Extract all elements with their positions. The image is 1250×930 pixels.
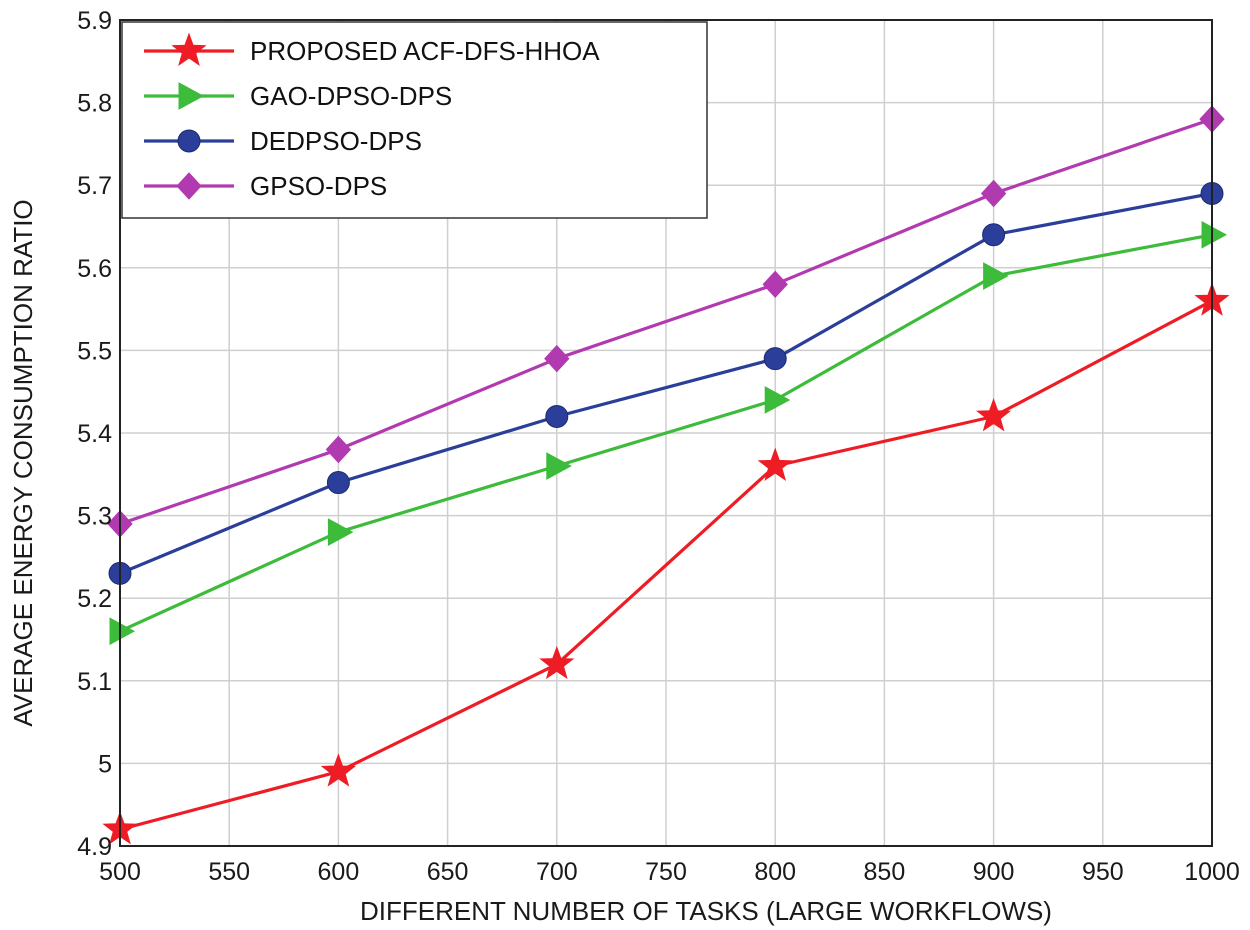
data-point	[325, 435, 352, 464]
data-point	[544, 344, 570, 373]
y-axis-label: AVERAGE ENERGY CONSUMPTION RATIO	[8, 199, 38, 726]
data-point	[327, 518, 354, 546]
legend: PROPOSED ACF-DFS-HHOA GAO-DPSO-DPS DEDPSO-…	[121, 21, 708, 219]
x-tick-label: 1000	[1184, 858, 1240, 886]
y-tick-label: 5.5	[77, 337, 112, 365]
y-tick-label: 5.9	[77, 7, 112, 35]
data-point	[545, 404, 569, 428]
y-tick-label: 5.1	[77, 668, 112, 696]
series-line	[119, 117, 1213, 526]
x-tick-label: 550	[208, 858, 250, 886]
series-line	[119, 191, 1213, 575]
x-tick-label: 900	[973, 858, 1015, 886]
data-point	[980, 179, 1007, 208]
y-tick-label: 4.9	[77, 833, 112, 861]
data-point	[982, 223, 1006, 247]
legend-marker	[177, 129, 201, 153]
y-tick-label: 5.6	[77, 255, 112, 283]
legend-item: GPSO-DPS	[144, 171, 387, 201]
x-tick-label: 700	[536, 858, 578, 886]
series-line	[119, 299, 1213, 832]
x-tick-label: 600	[318, 858, 360, 886]
x-tick-label: 500	[99, 858, 141, 886]
x-tick-label: 750	[645, 858, 687, 886]
data-point	[757, 447, 793, 481]
legend-label: PROPOSED ACF-DFS-HHOA	[250, 36, 600, 66]
data-point	[539, 645, 575, 680]
x-tick-label: 850	[864, 858, 906, 886]
y-tick-label: 5.4	[77, 420, 112, 448]
data-point	[109, 617, 136, 646]
legend-label: GPSO-DPS	[250, 171, 387, 201]
legend-marker	[176, 172, 202, 200]
data-point	[763, 347, 787, 371]
legend-label: DEDPSO-DPS	[250, 126, 422, 156]
y-tick-label: 5.8	[77, 90, 112, 118]
series-line	[119, 233, 1213, 633]
data-point	[983, 262, 1009, 290]
axis-ticks: 500 550 600 650 700 750 800 850 900 950 1000 4.9 5 5.…	[77, 7, 1240, 886]
data-point	[764, 386, 791, 414]
data-point	[976, 398, 1012, 432]
y-tick-label: 5	[98, 750, 112, 778]
data-point	[762, 270, 788, 299]
data-point	[320, 753, 356, 787]
plot-area-frame	[119, 19, 1213, 847]
data-point	[546, 452, 572, 480]
legend-label: GAO-DPSO-DPS	[250, 81, 452, 111]
y-tick-label: 5.2	[77, 585, 112, 613]
x-tick-label: 800	[754, 858, 796, 886]
x-tick-label: 950	[1082, 858, 1124, 886]
y-tick-label: 5.3	[77, 503, 112, 531]
legend-item: GAO-DPSO-DPS	[144, 81, 452, 111]
legend-marker	[178, 82, 205, 110]
y-tick-label: 5.7	[77, 172, 112, 200]
series-1	[109, 220, 1228, 646]
legend-marker	[171, 32, 207, 66]
data-point	[1201, 220, 1228, 249]
legend-item: PROPOSED ACF-DFS-HHOA	[144, 32, 600, 66]
x-tick-label: 650	[427, 858, 469, 886]
x-axis-label: DIFFERENT NUMBER OF TASKS (LARGE WORKFLO…	[360, 896, 1052, 926]
data-point	[326, 471, 350, 495]
legend-item: DEDPSO-DPS	[144, 126, 422, 156]
